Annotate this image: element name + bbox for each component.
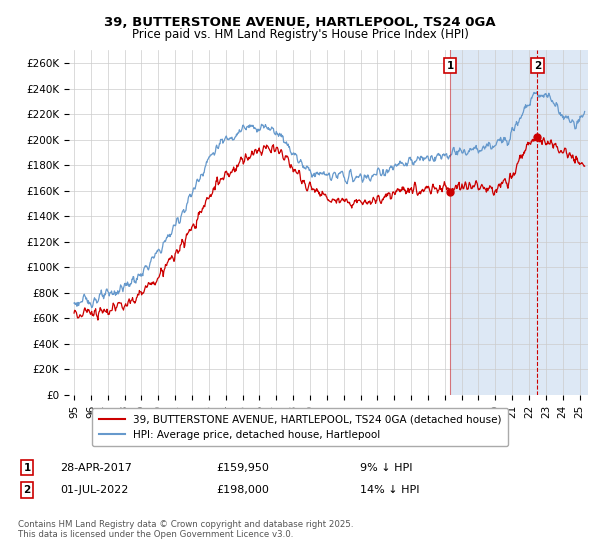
Text: £159,950: £159,950 (216, 463, 269, 473)
Text: 2: 2 (534, 60, 541, 71)
Text: 2: 2 (23, 485, 31, 495)
Text: 39, BUTTERSTONE AVENUE, HARTLEPOOL, TS24 0GA: 39, BUTTERSTONE AVENUE, HARTLEPOOL, TS24… (104, 16, 496, 29)
Text: 01-JUL-2022: 01-JUL-2022 (60, 485, 128, 495)
Text: Price paid vs. HM Land Registry's House Price Index (HPI): Price paid vs. HM Land Registry's House … (131, 28, 469, 41)
Legend: 39, BUTTERSTONE AVENUE, HARTLEPOOL, TS24 0GA (detached house), HPI: Average pric: 39, BUTTERSTONE AVENUE, HARTLEPOOL, TS24… (92, 408, 508, 446)
Bar (450, 50, 588, 395)
Text: 14% ↓ HPI: 14% ↓ HPI (360, 485, 419, 495)
Text: 28-APR-2017: 28-APR-2017 (60, 463, 132, 473)
Text: Contains HM Land Registry data © Crown copyright and database right 2025.
This d: Contains HM Land Registry data © Crown c… (18, 520, 353, 539)
Text: 1: 1 (446, 60, 454, 71)
Text: 1: 1 (23, 463, 31, 473)
Text: 9% ↓ HPI: 9% ↓ HPI (360, 463, 413, 473)
Text: £198,000: £198,000 (216, 485, 269, 495)
